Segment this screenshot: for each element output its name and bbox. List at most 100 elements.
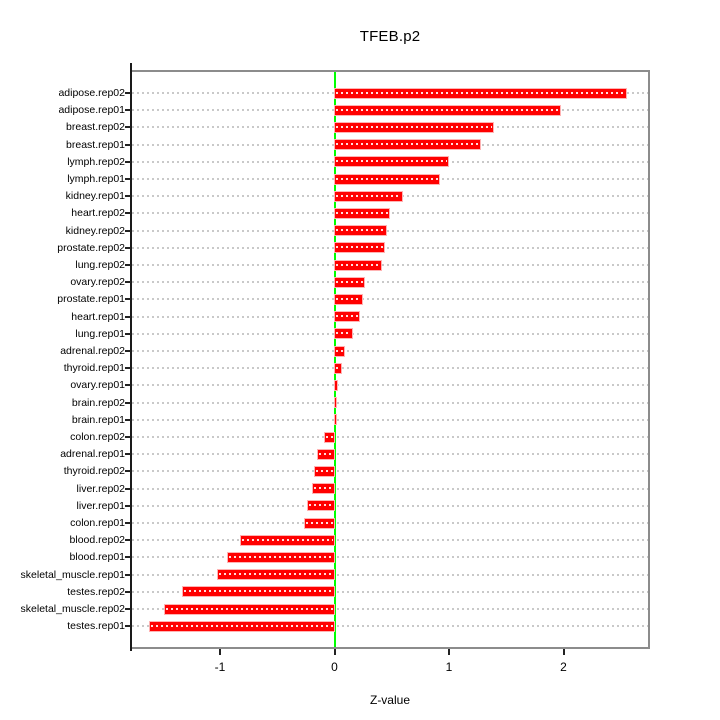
y-tick	[125, 264, 131, 266]
y-tick-label: prostate.rep01	[57, 293, 125, 306]
bar-liver.rep02	[312, 484, 335, 494]
bar-grid-dots	[335, 91, 626, 94]
bar-grid-dots	[305, 521, 334, 524]
y-tick-label: adrenal.rep02	[60, 345, 125, 357]
y-axis-line	[130, 63, 132, 651]
bar-prostate.rep01	[334, 294, 362, 304]
y-tick	[125, 384, 131, 387]
bar-breast.rep01	[334, 140, 480, 150]
y-tick	[125, 298, 131, 301]
gridline	[132, 487, 648, 490]
y-tick-label: prostate.rep02	[57, 241, 125, 254]
y-tick-label: adipose.rep02	[58, 87, 125, 99]
gridline	[132, 229, 648, 232]
x-tick	[448, 649, 450, 655]
y-tick-label: adrenal.rep01	[60, 448, 125, 461]
chart-title: TFEB.p2	[359, 28, 421, 45]
y-tick-label: heart.rep02	[71, 207, 125, 220]
gridline	[132, 350, 648, 352]
gridline	[132, 418, 648, 421]
bar-adrenal.rep02	[334, 346, 344, 356]
y-tick	[125, 401, 131, 404]
x-tick	[333, 649, 336, 655]
bar-skeletal_muscle.rep01	[217, 570, 335, 580]
gridline	[132, 556, 648, 559]
y-tick	[125, 315, 131, 318]
y-tick	[125, 229, 131, 232]
bar-breast.rep02	[334, 122, 493, 132]
y-tick-label: liver.rep01	[76, 499, 125, 512]
bar-grid-dots	[218, 573, 334, 576]
bar-prostate.rep02	[334, 243, 384, 253]
bar-grid-dots	[335, 211, 389, 214]
y-tick-label: ovary.rep01	[70, 379, 125, 392]
bar-grid-dots	[335, 108, 560, 111]
bar-lung.rep02	[334, 260, 382, 270]
gridline	[132, 401, 648, 404]
y-tick	[125, 332, 131, 335]
bar-grid-dots	[335, 297, 361, 300]
y-tick-label: colon.rep01	[70, 517, 125, 529]
y-tick	[125, 453, 131, 456]
gridline	[132, 315, 648, 318]
bar-adipose.rep02	[334, 88, 627, 98]
y-tick-label: heart.rep01	[71, 310, 125, 323]
bar-grid-dots	[241, 538, 334, 541]
gridline	[132, 264, 648, 266]
y-tick-label: brain.rep02	[71, 396, 125, 409]
gridline	[132, 573, 648, 576]
y-tick	[125, 522, 131, 524]
y-tick-label: lymph.rep01	[67, 173, 125, 185]
y-tick	[125, 436, 131, 438]
y-tick-label: blood.rep01	[69, 551, 125, 564]
bar-grid-dots	[335, 160, 447, 163]
bar-grid-dots	[313, 487, 334, 490]
y-tick-label: ovary.rep02	[70, 276, 125, 289]
y-tick	[125, 470, 131, 473]
bar-grid-dots	[309, 504, 334, 507]
bar-lymph.rep01	[334, 174, 439, 184]
y-tick	[125, 143, 131, 146]
y-tick	[125, 367, 131, 370]
bar-kidney.rep01	[334, 191, 403, 201]
bar-grid-dots	[335, 143, 479, 146]
bar-grid-dots	[335, 246, 383, 249]
bar-blood.rep01	[228, 552, 335, 562]
y-tick-label: kidney.rep02	[65, 224, 125, 237]
y-tick-label: lung.rep01	[75, 327, 125, 340]
bar-grid-dots	[335, 332, 351, 335]
y-tick	[125, 212, 131, 215]
y-tick	[125, 556, 131, 559]
y-tick	[125, 246, 131, 249]
gridline	[132, 384, 648, 387]
bar-thyroid.rep01	[334, 363, 342, 373]
y-tick-label: colon.rep02	[70, 431, 125, 443]
y-tick	[125, 160, 131, 163]
plot-area	[130, 70, 650, 649]
bar-grid-dots	[335, 229, 386, 232]
bar-grid-dots	[319, 452, 334, 455]
bar-testes.rep02	[183, 587, 335, 597]
bar-liver.rep01	[308, 501, 335, 511]
y-tick-label: blood.rep02	[69, 534, 125, 547]
y-tick	[125, 625, 131, 628]
bar-adipose.rep01	[334, 105, 561, 115]
y-tick	[125, 92, 131, 94]
gridline	[132, 436, 648, 438]
bar-kidney.rep02	[334, 226, 387, 236]
bar-lung.rep01	[334, 329, 352, 339]
bar-grid-dots	[335, 194, 402, 197]
y-tick-label: brain.rep01	[71, 413, 125, 426]
bar-colon.rep02	[325, 432, 335, 442]
y-tick-label: lung.rep02	[75, 259, 125, 271]
y-tick-label: breast.rep02	[66, 121, 125, 134]
gridline	[132, 332, 648, 335]
gridline	[132, 470, 648, 473]
y-tick	[125, 504, 131, 507]
bar-brain.rep01	[334, 415, 336, 425]
x-tick-label: 0	[331, 660, 338, 674]
gridline	[132, 367, 648, 370]
gridline	[132, 212, 648, 215]
y-tick	[125, 573, 131, 576]
